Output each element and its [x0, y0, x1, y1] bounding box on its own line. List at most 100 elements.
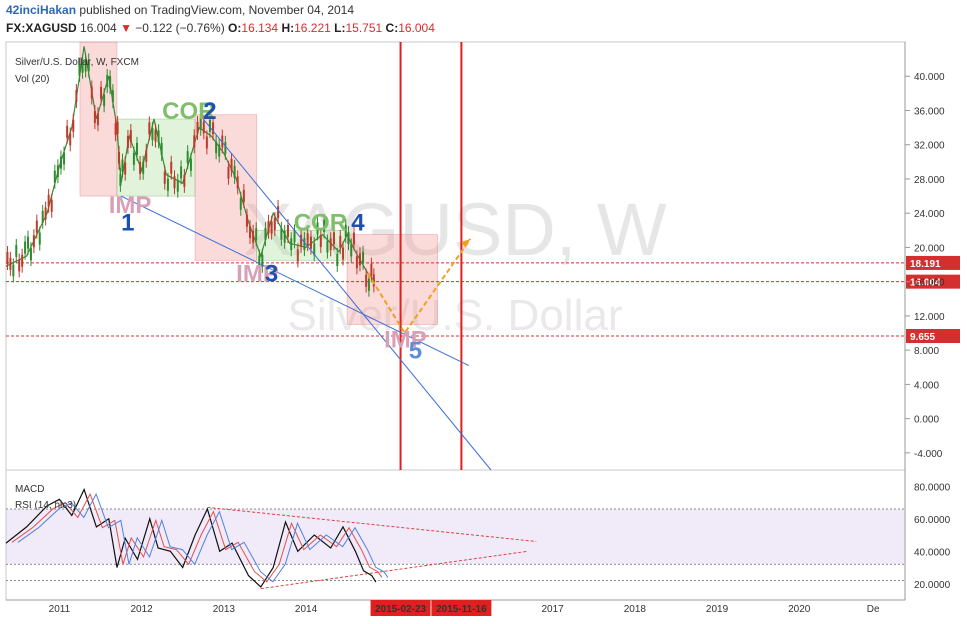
imp-zone: [194, 114, 258, 261]
price-tick-label: 0.000: [914, 415, 939, 426]
candle-body: [270, 221, 273, 234]
candle-body: [355, 256, 358, 269]
candle-body: [306, 233, 309, 246]
candle-body: [218, 144, 221, 157]
close-value: 16.004: [398, 21, 435, 35]
wave-label: IMP: [384, 327, 427, 354]
projection-arrowhead: [461, 238, 471, 248]
candle-body: [336, 254, 339, 267]
price-level-badge: [906, 328, 960, 343]
candle-body: [264, 228, 267, 241]
trendline: [202, 118, 492, 471]
candle-body: [47, 194, 50, 207]
price-tick-label: 28.000: [914, 175, 945, 186]
price-tick-label: 12.000: [914, 312, 945, 323]
candle-body: [63, 152, 66, 165]
chart-title: Silver/U.S. Dollar, W, FXCM: [15, 57, 139, 68]
candle-body: [245, 214, 248, 227]
time-tick-badge: [370, 600, 431, 616]
candle-body: [367, 278, 370, 291]
candle-body: [18, 259, 21, 272]
candle-body: [303, 238, 306, 251]
price-tick-label: -4.000: [914, 449, 943, 460]
candle-body: [132, 152, 135, 165]
candle-body: [258, 255, 261, 268]
candle-body: [116, 121, 119, 134]
candle-body: [358, 253, 361, 266]
candle-body: [121, 159, 124, 172]
candle-body: [224, 141, 227, 154]
candle-body: [87, 59, 90, 72]
candle-body: [300, 234, 303, 247]
rsi-layer: 80.0000 60.0000 40.0000 20.0000: [5, 482, 951, 591]
price-level-badge: [906, 274, 960, 289]
candle-body: [72, 119, 75, 132]
candle-body: [90, 86, 93, 99]
trendline: [120, 195, 470, 367]
price-series-layer: [5, 46, 376, 297]
price-tick-label: 36.000: [914, 106, 945, 117]
candle-body: [202, 121, 205, 134]
candle-body: [347, 232, 350, 245]
time-tick-label: 2015-11-16: [436, 604, 487, 615]
candle-body: [32, 235, 35, 248]
time-tick-label: 2018: [624, 604, 647, 615]
rsi-tick-label: 60.0000: [914, 515, 951, 526]
candle-body: [166, 178, 169, 191]
candle-body: [242, 189, 245, 202]
time-tick-label: De: [867, 604, 880, 615]
candle-body: [227, 166, 230, 179]
candle-body: [81, 60, 84, 73]
candle-body: [21, 254, 24, 267]
price-tick-label: 20.000: [914, 243, 945, 254]
price-change: −0.122 (−0.76%): [135, 21, 225, 35]
candle-body: [109, 76, 112, 89]
time-tick-label: 2011: [49, 604, 71, 615]
candle-body: [249, 226, 252, 239]
wave-label: COR: [162, 98, 215, 125]
candle-body: [193, 135, 196, 148]
candle-body: [277, 206, 280, 219]
candle-body: [119, 173, 122, 186]
candle-body: [323, 220, 326, 233]
candle-body: [350, 244, 353, 257]
candle-body: [173, 176, 176, 189]
candle-body: [362, 251, 365, 264]
price-tick-label: 32.000: [914, 141, 945, 152]
rsi-band: [6, 509, 905, 565]
candle-body: [319, 235, 322, 248]
price-axis: 18.191 16.004 9.655 40.000 36.000 32.000 28.00…: [905, 72, 960, 460]
candle-body: [118, 151, 121, 164]
candle-body: [189, 158, 192, 171]
candle-body: [170, 161, 173, 174]
candle-body: [372, 274, 375, 287]
macd-line: [17, 492, 389, 583]
change-arrow: ▼: [120, 21, 132, 35]
author-link[interactable]: 42inciHakan: [6, 3, 77, 17]
time-tick-label: 2014: [295, 604, 318, 615]
candle-body: [230, 158, 233, 171]
candle-body: [255, 228, 258, 241]
candle-body: [111, 90, 114, 103]
candle-body: [136, 142, 139, 155]
rsi-tick-label: 80.0000: [914, 482, 951, 493]
candle-body: [114, 123, 117, 136]
trendlines-layer: [120, 42, 492, 471]
high-value: 16.221: [294, 21, 331, 35]
candle-body: [44, 207, 47, 220]
price-level-label: 18.191: [910, 259, 941, 270]
candle-body: [9, 257, 12, 270]
publish-line: 42inciHakan published on TradingView.com…: [6, 3, 354, 17]
candle-body: [370, 263, 373, 276]
last-price: 16.004: [80, 21, 117, 35]
candle-body: [186, 151, 189, 164]
price-tick-label: 8.000: [914, 346, 939, 357]
symbol-line: FX:XAGUSD 16.004 ▼ −0.122 (−0.76%) O:16.…: [6, 21, 435, 35]
candle-body: [12, 264, 15, 277]
candle-body: [212, 122, 215, 135]
candle-body: [100, 86, 103, 99]
wave-label: IMP: [109, 192, 152, 219]
candle-body: [208, 119, 211, 132]
